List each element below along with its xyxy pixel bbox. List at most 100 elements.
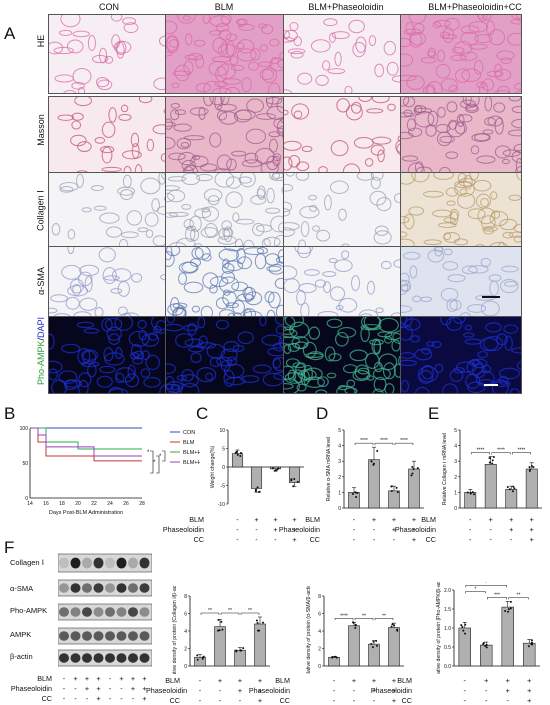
data-point xyxy=(390,485,393,488)
table-sign: - xyxy=(74,684,77,693)
table-sign: + xyxy=(292,525,297,534)
sig-bracket xyxy=(374,618,394,621)
table-sign: - xyxy=(120,694,123,703)
data-point xyxy=(354,491,357,494)
table-sign: - xyxy=(469,515,472,524)
data-point xyxy=(482,641,485,644)
data-point xyxy=(527,645,530,648)
column-header-con: CON xyxy=(99,2,119,12)
y-tick-label: 0 xyxy=(222,465,225,471)
x-tick-label: 22 xyxy=(91,501,97,507)
sig-bracket xyxy=(240,612,260,615)
sig-label: ** xyxy=(362,613,366,619)
data-point xyxy=(396,491,399,494)
table-sign: + xyxy=(411,535,417,544)
sig-label: ** xyxy=(382,613,386,619)
table-sign: - xyxy=(238,696,242,705)
table-sign: - xyxy=(131,694,135,703)
data-point xyxy=(513,487,516,490)
blot-band xyxy=(82,607,92,617)
y-tick-label: 1.0 xyxy=(444,626,451,632)
y-tick-label: 100 xyxy=(20,426,29,432)
data-point xyxy=(395,486,398,489)
bar-1 xyxy=(480,644,493,667)
blot-band xyxy=(70,631,81,641)
table-sign: + xyxy=(257,676,263,685)
bar-3 xyxy=(523,642,536,667)
table-sign: + xyxy=(237,686,243,695)
table-sign: + xyxy=(391,515,397,524)
table-sign: - xyxy=(332,686,336,695)
data-point xyxy=(462,629,465,632)
data-point xyxy=(530,641,533,644)
data-point xyxy=(506,485,509,488)
table-sign: - xyxy=(372,696,376,705)
table-sign: - xyxy=(62,684,66,693)
sig-label: * xyxy=(485,582,487,586)
y-tick-label: -10 xyxy=(218,502,225,508)
blot-band xyxy=(93,631,104,641)
blot-band xyxy=(93,557,104,569)
blot-band xyxy=(139,653,150,663)
table-sign: + xyxy=(505,676,510,685)
sig-bracket xyxy=(354,618,374,621)
table-sign: + xyxy=(130,684,136,693)
tile-collagen-blm-phaseoloidin xyxy=(283,172,405,250)
collagen-protein-chart: 0 2 4 6 8 Relative density of protein (Collag… xyxy=(172,586,270,674)
alpha-sma-protein-chart: 0 2 4 6 8 Relative density of protein (α-SMA/… xyxy=(306,586,404,674)
table-sign: - xyxy=(352,686,356,695)
bar-2 xyxy=(234,649,246,667)
blot-band xyxy=(70,557,81,569)
sig-label: *** xyxy=(494,592,500,598)
table-sign: - xyxy=(218,686,222,695)
table-sign: + xyxy=(371,686,377,695)
data-point xyxy=(235,450,238,453)
table-sign: - xyxy=(108,684,112,693)
y-tick-label: 6 xyxy=(184,612,187,618)
data-point xyxy=(512,485,515,488)
blot-band xyxy=(128,557,138,569)
data-point xyxy=(511,490,514,493)
y-tick-label: 2 xyxy=(184,647,187,653)
legend-label: BLM+H xyxy=(183,450,200,456)
table-sign: - xyxy=(332,676,336,685)
table-row-label: BLM xyxy=(37,674,52,683)
panel-letter-d: D xyxy=(316,404,329,423)
y-tick-label: -5 xyxy=(221,484,226,490)
blot-band xyxy=(105,607,115,617)
x-tick-label: 14 xyxy=(27,501,33,507)
table-sign: - xyxy=(198,686,202,695)
data-point xyxy=(271,467,274,470)
table-sign: - xyxy=(469,525,472,534)
data-point xyxy=(355,495,358,498)
blot-band xyxy=(139,607,150,617)
data-point xyxy=(293,477,296,480)
blot-label-beta-actin: β-actin xyxy=(10,652,33,661)
blot-band xyxy=(116,583,127,593)
series-line-blm-h xyxy=(30,427,142,450)
y-tick-label: 2 xyxy=(338,475,341,481)
sig-label: * xyxy=(153,460,156,466)
x-tick-label: 16 xyxy=(43,501,49,507)
table-row-label: BLM xyxy=(397,676,412,685)
data-point xyxy=(242,647,245,650)
row-label-pho-ampk-dapi: Pho-AMPK/DAPI xyxy=(36,306,46,396)
bar-0 xyxy=(194,656,206,667)
sig-label: ** xyxy=(248,608,252,614)
blot-band xyxy=(116,631,127,641)
blot-band xyxy=(59,557,69,569)
if-label-green: Pho-AMPK xyxy=(36,340,46,386)
tile-collagen-con xyxy=(48,172,170,250)
sig-label: **** xyxy=(380,438,388,444)
table-sign: - xyxy=(198,676,202,685)
data-point xyxy=(256,622,259,625)
if-label-separator: / xyxy=(36,337,46,341)
sig-label: ** xyxy=(517,592,521,598)
sig-label: **** xyxy=(340,613,348,619)
sig-bracket xyxy=(512,452,531,455)
data-point xyxy=(239,452,242,455)
y-tick-label: 3 xyxy=(454,459,457,465)
data-point xyxy=(370,460,373,463)
blot-label-collagen: Collagen Ⅰ xyxy=(10,558,44,567)
y-tick-label: 4 xyxy=(318,629,321,635)
